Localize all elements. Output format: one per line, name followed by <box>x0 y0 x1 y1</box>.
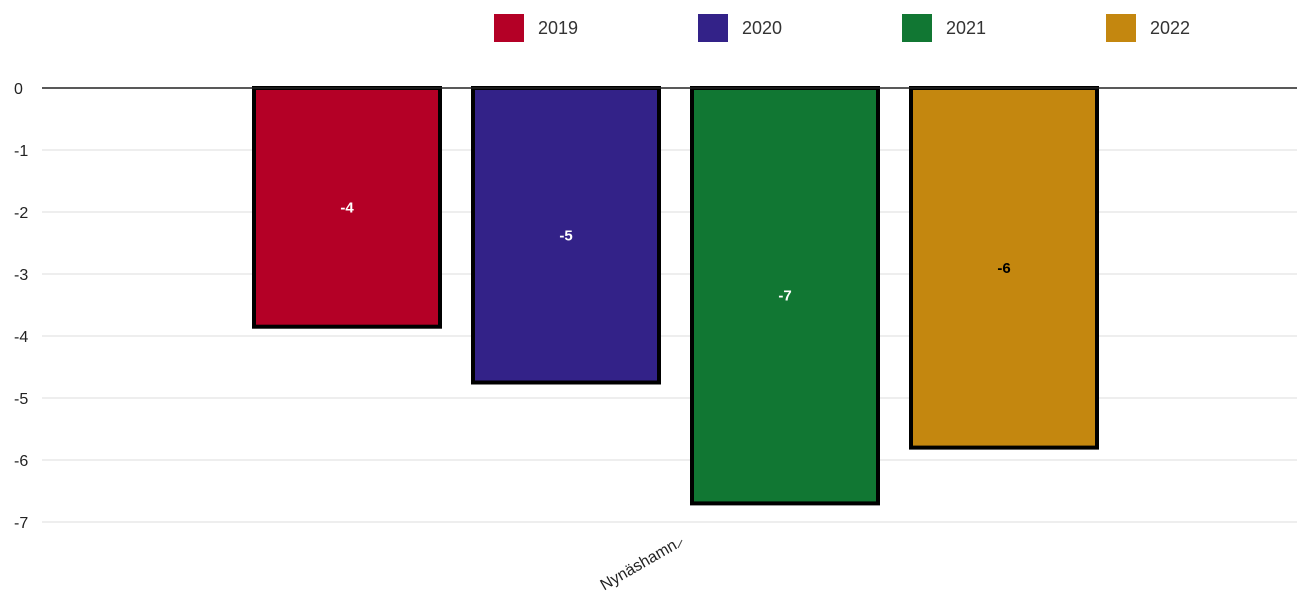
y-tick-label: -1 <box>14 143 28 160</box>
category-label: Nynäshamn <box>598 537 680 594</box>
gridlines <box>42 149 1297 523</box>
legend-label-2022: 2022 <box>1150 18 1190 38</box>
legend-swatch-2021 <box>902 14 932 42</box>
y-tick-label: -5 <box>14 391 28 408</box>
bar-2020 <box>471 86 661 385</box>
bar-2021 <box>690 86 880 506</box>
bar-2022 <box>909 86 1099 450</box>
legend-label-2020: 2020 <box>742 18 782 38</box>
category-tick <box>677 539 683 549</box>
legend-swatch-2019 <box>494 14 524 42</box>
data-label-2021: -7 <box>778 288 791 305</box>
y-axis-tick-labels: 0 -1 -2 -3 -4 -5 -6 -7 <box>14 81 28 532</box>
legend-label-2019: 2019 <box>538 18 578 38</box>
x-axis-category-labels: Nynäshamn <box>598 537 683 594</box>
bar-2019 <box>252 86 442 329</box>
y-tick-label: -3 <box>14 267 28 284</box>
y-tick-label: 0 <box>14 81 23 98</box>
y-tick-label: -4 <box>14 329 28 346</box>
y-tick-label: -2 <box>14 205 28 222</box>
data-labels: -4 -5 -7 -6 <box>340 199 1010 304</box>
data-label-2020: -5 <box>559 227 572 244</box>
y-tick-label: -7 <box>14 515 28 532</box>
legend-swatch-2020 <box>698 14 728 42</box>
bars <box>252 86 1099 506</box>
y-tick-label: -6 <box>14 453 28 470</box>
data-label-2019: -4 <box>340 199 354 216</box>
legend-label-2021: 2021 <box>946 18 986 38</box>
legend-swatch-2022 <box>1106 14 1136 42</box>
data-label-2022: -6 <box>997 260 1010 277</box>
legend: 2019 2020 2021 2022 <box>494 14 1190 42</box>
